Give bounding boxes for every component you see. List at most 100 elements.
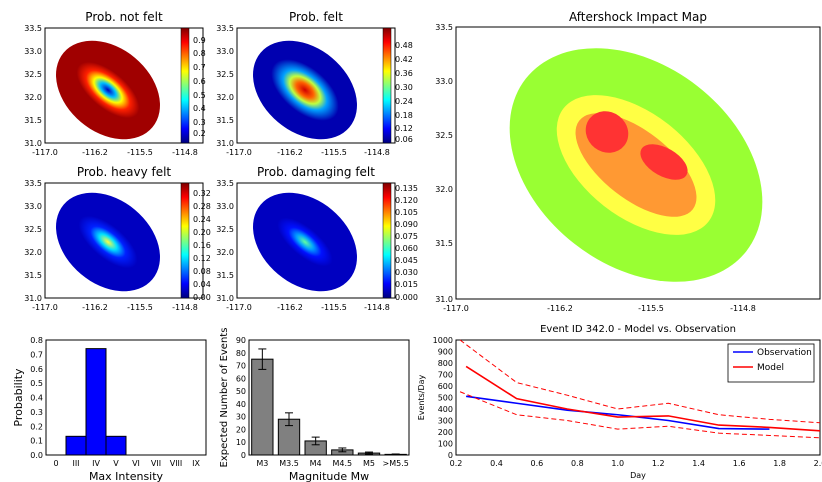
ytick-label: 40 bbox=[236, 400, 246, 409]
probability-blob bbox=[253, 40, 357, 140]
cbar-tick: 0.000 bbox=[395, 293, 418, 302]
cbar-tick: 0.135 bbox=[395, 184, 418, 193]
xtick-label: VI bbox=[132, 459, 140, 468]
ytick-label: 1000 bbox=[433, 336, 453, 345]
ytick-label: 32.5 bbox=[435, 131, 453, 140]
ytick-label: 31.5 bbox=[216, 271, 234, 280]
ytick-label: 32.0 bbox=[216, 248, 234, 257]
xtick-label: -115.5 bbox=[127, 303, 153, 312]
ytick-label: 32.0 bbox=[24, 248, 42, 257]
xtick-label: M5 bbox=[363, 459, 375, 468]
cbar-tick: 0.5 bbox=[193, 91, 206, 100]
xtick-label: -117.0 bbox=[32, 148, 58, 157]
map-title: Prob. damaging felt bbox=[257, 165, 375, 179]
xtick-label: IX bbox=[192, 459, 200, 468]
probability-blob bbox=[56, 192, 160, 292]
xtick-label: 0.8 bbox=[571, 459, 584, 468]
ytick-label: 0 bbox=[241, 451, 246, 460]
xtick-label: M4.5 bbox=[333, 459, 353, 468]
bar bbox=[251, 358, 274, 456]
xtick-label: 0.4 bbox=[490, 459, 503, 468]
chart-title: Event ID 342.0 - Model vs. Observation bbox=[540, 324, 736, 335]
cbar-tick: 0.7 bbox=[193, 63, 206, 72]
xtick-label: 1.0 bbox=[611, 459, 624, 468]
ytick-label: 32.5 bbox=[216, 225, 234, 234]
ytick-label: 32.5 bbox=[24, 70, 42, 79]
xtick-label: -114.8 bbox=[172, 148, 198, 157]
ytick-label: 31.0 bbox=[216, 294, 234, 303]
xtick-label: -116.2 bbox=[277, 148, 303, 157]
ytick-label: 32.5 bbox=[216, 70, 234, 79]
ytick-label: 33.5 bbox=[24, 179, 42, 188]
ytick-label: 0.2 bbox=[30, 422, 43, 431]
xtick-label: 1.4 bbox=[692, 459, 705, 468]
xtick-label: -114.8 bbox=[364, 148, 390, 157]
cbar-tick: 0.18 bbox=[395, 111, 413, 120]
ytick-label: 800 bbox=[438, 359, 453, 368]
ytick-label: 32.0 bbox=[435, 185, 453, 194]
ytick-label: 31.5 bbox=[216, 116, 234, 125]
ytick-label: 200 bbox=[438, 428, 453, 437]
legend-label: Model bbox=[757, 363, 784, 373]
cbar-tick: 0.120 bbox=[395, 196, 418, 205]
model-vs-observation-chart: Event ID 342.0 - Model vs. Observation 10… bbox=[417, 324, 822, 480]
ytick-label: 33.5 bbox=[216, 24, 234, 33]
y-axis-label: Events/Day bbox=[417, 374, 426, 420]
impact-map: Aftershock Impact Map 33.5 33.0 32.5 32.… bbox=[435, 10, 821, 313]
xtick-label: 1.8 bbox=[773, 459, 786, 468]
xtick-label: -115.5 bbox=[638, 304, 664, 313]
map-yticks: 33.5 33.0 32.5 32.0 31.5 31.0 bbox=[216, 24, 234, 148]
cbar-tick: 0.28 bbox=[193, 202, 211, 211]
ytick-label: 32.0 bbox=[24, 93, 42, 102]
xtick-label: -117.0 bbox=[443, 304, 469, 313]
xtick-label: 2.0 bbox=[814, 459, 822, 468]
model-bound-line bbox=[459, 391, 821, 439]
cbar-tick: 0.06 bbox=[395, 135, 413, 144]
x-axis-label: Magnitude Mw bbox=[289, 470, 369, 482]
ytick-label: 31.5 bbox=[24, 271, 42, 280]
colorbar bbox=[180, 182, 190, 299]
probability-blob bbox=[253, 192, 357, 292]
xtick-label: M3.5 bbox=[279, 459, 299, 468]
cbar-tick: 0.045 bbox=[395, 256, 418, 265]
map-yticks: 33.5 33.0 32.5 32.0 31.5 31.0 bbox=[216, 179, 234, 303]
xtick-label: -117.0 bbox=[32, 303, 58, 312]
xtick-label: -115.5 bbox=[321, 148, 347, 157]
xtick-label: 0 bbox=[53, 459, 58, 468]
map-xticks: -117.0 -116.2 -115.5 -114.8 bbox=[226, 303, 390, 312]
cbar-tick: 0.48 bbox=[395, 41, 413, 50]
map-title: Prob. not felt bbox=[85, 10, 163, 24]
map-xticks: -117.0 -116.2 -115.5 -114.8 bbox=[32, 303, 198, 312]
map-xticks: -117.0 -116.2 -115.5 -114.8 bbox=[443, 304, 756, 313]
cbar-tick: 0.36 bbox=[395, 69, 413, 78]
xtick-label: IV bbox=[92, 459, 100, 468]
model-bound-line bbox=[459, 339, 821, 424]
map-yticks: 33.5 33.0 32.5 32.0 31.5 31.0 bbox=[24, 179, 42, 303]
cbar-tick: 0.060 bbox=[395, 244, 418, 253]
cbar-tick: 0.12 bbox=[395, 124, 413, 133]
ytick-label: 70 bbox=[236, 362, 246, 371]
map-xticks: -117.0 -116.2 -115.5 -114.8 bbox=[32, 148, 198, 157]
cbar-tick: 0.015 bbox=[395, 280, 418, 289]
xtick-label: 1.6 bbox=[733, 459, 746, 468]
colorbar bbox=[382, 182, 392, 299]
legend-box bbox=[727, 343, 815, 383]
colorbar-ticks: 0.32 0.28 0.24 0.20 0.16 0.12 0.08 0.04 … bbox=[193, 189, 211, 302]
map-not-felt: Prob. not felt 33.5 33.0 32.5 32.0 31.5 … bbox=[24, 10, 206, 157]
xtick-label: -114.8 bbox=[364, 303, 390, 312]
xtick-label: VIII bbox=[170, 459, 183, 468]
map-title: Prob. heavy felt bbox=[77, 165, 172, 179]
ytick-label: 32.5 bbox=[24, 225, 42, 234]
magnitude-chart: 90 80 70 60 50 40 30 20 10 0 M3 M3.5 M4 M4.5 M5 >M5.5 Ma… bbox=[219, 328, 410, 482]
map-title: Prob. felt bbox=[289, 10, 343, 24]
cbar-tick: 0.24 bbox=[193, 215, 211, 224]
ytick-label: 30 bbox=[236, 413, 246, 422]
x-axis-label: Day bbox=[630, 471, 646, 480]
cbar-tick: 0.090 bbox=[395, 220, 418, 229]
xtick-label: -116.2 bbox=[82, 148, 108, 157]
map-felt: Prob. felt 33.5 33.0 32.5 32.0 31.5 31.0… bbox=[216, 10, 413, 157]
ytick-label: 33.5 bbox=[216, 179, 234, 188]
map-title: Aftershock Impact Map bbox=[569, 10, 707, 24]
xtick-label: >M5.5 bbox=[383, 459, 409, 468]
